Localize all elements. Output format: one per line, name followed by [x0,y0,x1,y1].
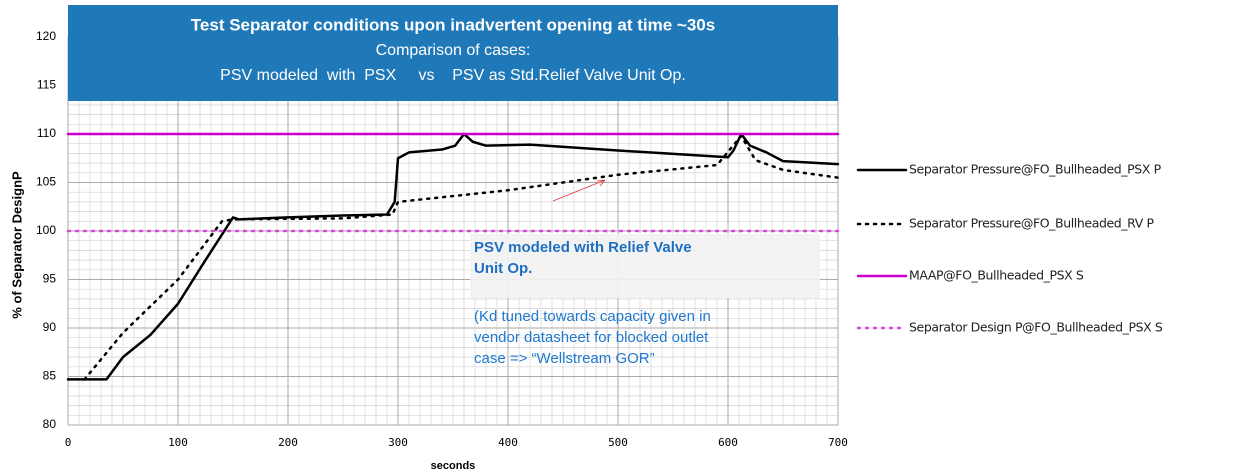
title-box [68,5,838,101]
y-tick-label: 120 [36,29,56,43]
legend-label: Separator Pressure@FO_Bullheaded_PSX P [909,162,1162,177]
y-tick-label: 90 [43,320,57,334]
y-tick-label: 105 [36,175,56,189]
annotation-arrowhead [596,179,606,187]
y-tick-label: 115 [37,78,56,92]
annotation-title: PSV modeled with Relief Valve [474,239,692,256]
chart-title: Test Separator conditions upon inadverte… [191,15,715,34]
y-axis-label: % of Separator DesignP [9,171,24,319]
x-tick-label: 400 [498,436,518,449]
y-tick-label: 85 [43,369,57,383]
x-tick-label: 700 [828,436,848,449]
annotation-title: Unit Op. [474,260,532,277]
annotation-arrow [552,179,606,202]
x-tick-label: 0 [65,436,72,449]
x-tick-label: 200 [278,436,298,449]
chart-subtitle: Comparison of cases: [376,42,531,59]
x-tick-label: 300 [388,436,408,449]
data-line [83,134,840,381]
annotation-text: (Kd tuned towards capacity given in [474,308,711,325]
legend-label: Separator Design P@FO_Bullheaded_PSX S [909,320,1163,335]
chart-subtitle: PSV modeled with PSX vs PSV as Std.Relie… [220,67,686,84]
x-tick-label: 600 [718,436,738,449]
legend-label: Separator Pressure@FO_Bullheaded_RV P [909,216,1154,231]
y-tick-label: 100 [36,223,56,237]
y-tick-label: 80 [43,417,57,431]
x-tick-label: 500 [608,436,628,449]
annotation-text: vendor datasheet for blocked outlet [474,329,709,346]
legend-label: MAAP@FO_Bullheaded_PSX S [909,268,1084,283]
annotation-box [470,234,820,298]
annotation-text: case => “Wellstream GOR” [474,350,655,367]
x-tick-label: 100 [168,436,188,449]
y-tick-label: 110 [37,126,56,140]
x-axis-label: seconds [431,460,476,472]
y-tick-label: 95 [43,272,57,286]
